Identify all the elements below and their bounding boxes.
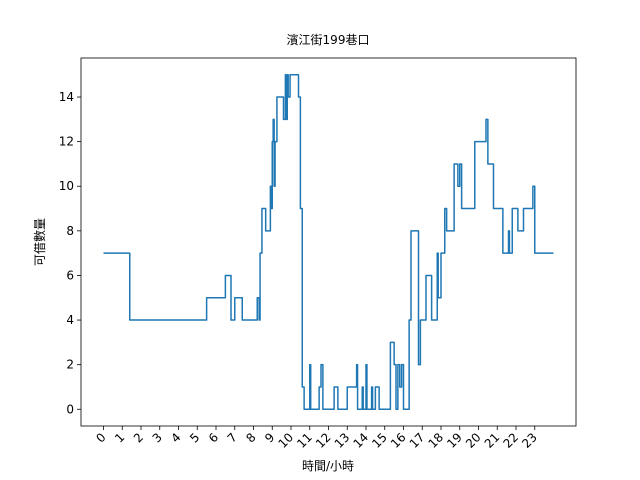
x-tick-label: 4 xyxy=(168,430,183,445)
x-tick-label: 6 xyxy=(206,430,221,445)
x-tick-label: 18 xyxy=(425,430,446,451)
x-tick-label: 1 xyxy=(112,430,127,445)
x-axis-label: 時間/小時 xyxy=(302,459,354,473)
x-tick-label: 14 xyxy=(350,430,371,451)
x-tick-label: 21 xyxy=(482,430,503,451)
x-tick-label: 9 xyxy=(262,430,277,445)
y-tick-label: 14 xyxy=(59,90,74,104)
x-tick-label: 19 xyxy=(444,430,465,451)
x-tick-label: 8 xyxy=(243,430,258,445)
x-tick-label: 3 xyxy=(150,430,165,445)
x-tick-label: 12 xyxy=(313,430,334,451)
y-tick-label: 6 xyxy=(66,268,74,282)
x-tick-label: 22 xyxy=(500,430,521,451)
y-tick-label: 2 xyxy=(66,358,74,372)
x-tick-label: 11 xyxy=(294,430,315,451)
y-axis-label: 可借數量 xyxy=(33,218,47,266)
x-tick-label: 20 xyxy=(463,430,484,451)
x-tick-label: 5 xyxy=(187,430,202,445)
x-tick-label: 7 xyxy=(225,430,240,445)
y-tick-label: 0 xyxy=(66,402,74,416)
x-tick-label: 23 xyxy=(519,430,540,451)
x-tick-label: 2 xyxy=(131,430,146,445)
x-tick-label: 10 xyxy=(275,430,296,451)
x-tick-label: 17 xyxy=(407,430,428,451)
y-tick-label: 4 xyxy=(66,313,74,327)
y-tick-label: 8 xyxy=(66,224,74,238)
x-tick-label: 0 xyxy=(93,430,108,445)
plot-frame xyxy=(80,57,577,427)
chart-title: 濱江街199巷口 xyxy=(287,33,370,47)
y-tick-label: 10 xyxy=(59,179,74,193)
x-tick-label: 15 xyxy=(369,430,390,451)
x-tick-label: 16 xyxy=(388,430,409,451)
y-tick-label: 12 xyxy=(59,135,74,149)
x-tick-label: 13 xyxy=(332,430,353,451)
data-line xyxy=(103,73,554,411)
